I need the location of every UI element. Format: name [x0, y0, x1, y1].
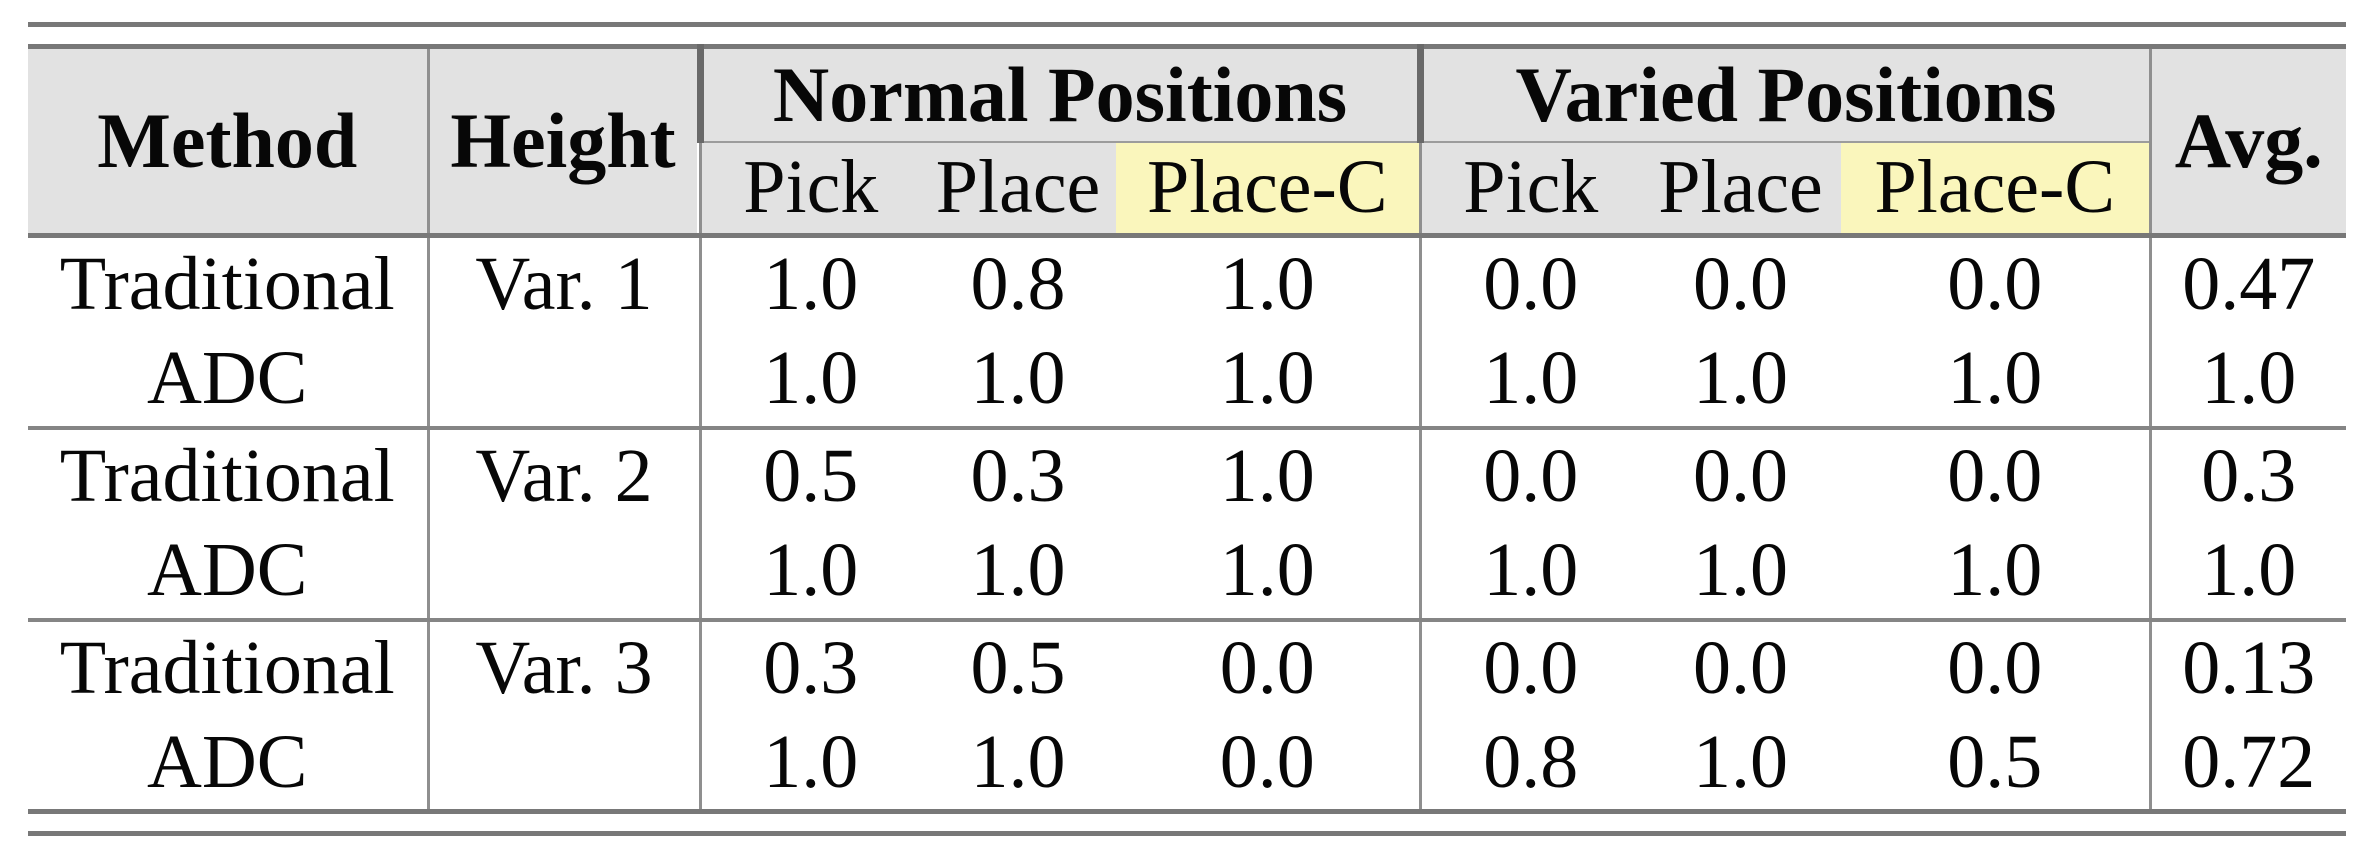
header-method: Method [28, 46, 430, 238]
subheader-normal-pick: Pick [698, 141, 920, 238]
cell-normal-place-c: 1.0 [1116, 331, 1422, 430]
cell-normal-pick: 1.0 [698, 715, 920, 812]
cell-normal-place: 0.8 [920, 235, 1116, 332]
table-row: ADC 1.0 1.0 1.0 1.0 1.0 1.0 1.0 [28, 331, 2347, 430]
cell-normal-place-c: 1.0 [1116, 523, 1422, 622]
cell-avg: 0.47 [2150, 235, 2347, 332]
cell-normal-place-c: 1.0 [1116, 235, 1422, 332]
cell-normal-pick: 0.3 [698, 619, 920, 716]
cell-varied-place-c: 0.0 [1841, 619, 2152, 716]
cell-normal-place-c: 0.0 [1116, 619, 1422, 716]
cell-method: ADC [28, 331, 430, 430]
sub-header-row: Pick Place Place-C Pick Place Place-C [28, 141, 2346, 238]
cell-avg: 1.0 [2150, 523, 2347, 622]
cell-normal-place: 1.0 [920, 715, 1116, 812]
cell-varied-pick: 1.0 [1418, 523, 1640, 622]
cell-varied-place: 1.0 [1640, 523, 1841, 622]
cell-varied-place-c: 0.5 [1841, 715, 2152, 812]
cell-avg: 0.72 [2150, 715, 2347, 812]
cell-varied-place: 0.0 [1640, 427, 1841, 524]
cell-height [428, 715, 702, 812]
cell-height: Var. 2 [428, 427, 702, 524]
header-group-varied-positions: Varied Positions [1420, 46, 2152, 143]
top-double-rule [28, 22, 2346, 27]
cell-varied-pick: 0.8 [1418, 715, 1640, 812]
cell-varied-place-c: 0.0 [1841, 427, 2152, 524]
group-header-row: Method Height Normal Positions Varied Po… [28, 46, 2347, 238]
cell-method: ADC [28, 715, 430, 812]
cell-normal-pick: 1.0 [698, 235, 920, 332]
paper-table-figure: Method Height Normal Positions Varied Po… [28, 22, 2347, 836]
cell-normal-place-c: 1.0 [1116, 427, 1422, 524]
cell-height: Var. 3 [428, 619, 702, 716]
subheader-varied-place-c: Place-C [1841, 141, 2152, 238]
cell-varied-place: 1.0 [1640, 715, 1841, 812]
table-row: Traditional Var. 1 1.0 0.8 1.0 0.0 0.0 0… [28, 235, 2347, 332]
cell-height: Var. 1 [428, 235, 702, 332]
subheader-varied-pick: Pick [1418, 141, 1640, 238]
table-row: Traditional Var. 2 0.5 0.3 1.0 0.0 0.0 0… [28, 427, 2347, 524]
subheader-varied-place: Place [1640, 141, 1841, 238]
cell-method: ADC [28, 523, 430, 622]
header-group-normal-positions: Normal Positions [696, 46, 1424, 143]
header-height: Height [428, 46, 702, 238]
cell-normal-place: 0.3 [920, 427, 1116, 524]
cell-varied-pick: 0.0 [1418, 235, 1640, 332]
cell-normal-place: 1.0 [920, 523, 1116, 622]
cell-height [428, 523, 702, 622]
cell-normal-place-c: 0.0 [1116, 715, 1422, 812]
bottom-double-rule [28, 831, 2346, 836]
cell-varied-place-c: 1.0 [1841, 523, 2152, 622]
cell-varied-pick: 1.0 [1418, 331, 1640, 430]
cell-varied-place-c: 1.0 [1841, 331, 2152, 430]
cell-normal-pick: 0.5 [698, 427, 920, 524]
cell-normal-pick: 1.0 [698, 331, 920, 430]
subheader-normal-place-c: Place-C [1116, 141, 1422, 238]
cell-avg: 1.0 [2150, 331, 2347, 430]
table-row: ADC 1.0 1.0 0.0 0.8 1.0 0.5 0.72 [28, 715, 2347, 812]
cell-varied-place: 1.0 [1640, 331, 1841, 430]
cell-varied-place-c: 0.0 [1841, 235, 2152, 332]
cell-method: Traditional [28, 619, 430, 716]
cell-normal-place: 1.0 [920, 331, 1116, 430]
table-row: ADC 1.0 1.0 1.0 1.0 1.0 1.0 1.0 [28, 523, 2347, 622]
header-avg: Avg. [2150, 46, 2347, 238]
cell-varied-pick: 0.0 [1418, 619, 1640, 716]
cell-varied-pick: 0.0 [1418, 427, 1640, 524]
cell-varied-place: 0.0 [1640, 235, 1841, 332]
cell-avg: 0.13 [2150, 619, 2347, 716]
cell-method: Traditional [28, 235, 430, 332]
cell-normal-pick: 1.0 [698, 523, 920, 622]
cell-varied-place: 0.0 [1640, 619, 1841, 716]
cell-avg: 0.3 [2150, 427, 2347, 524]
cell-height [428, 331, 702, 430]
results-table: Method Height Normal Positions Varied Po… [28, 44, 2347, 814]
cell-method: Traditional [28, 427, 430, 524]
cell-normal-place: 0.5 [920, 619, 1116, 716]
subheader-normal-place: Place [920, 141, 1116, 238]
table-row: Traditional Var. 3 0.3 0.5 0.0 0.0 0.0 0… [28, 619, 2347, 716]
